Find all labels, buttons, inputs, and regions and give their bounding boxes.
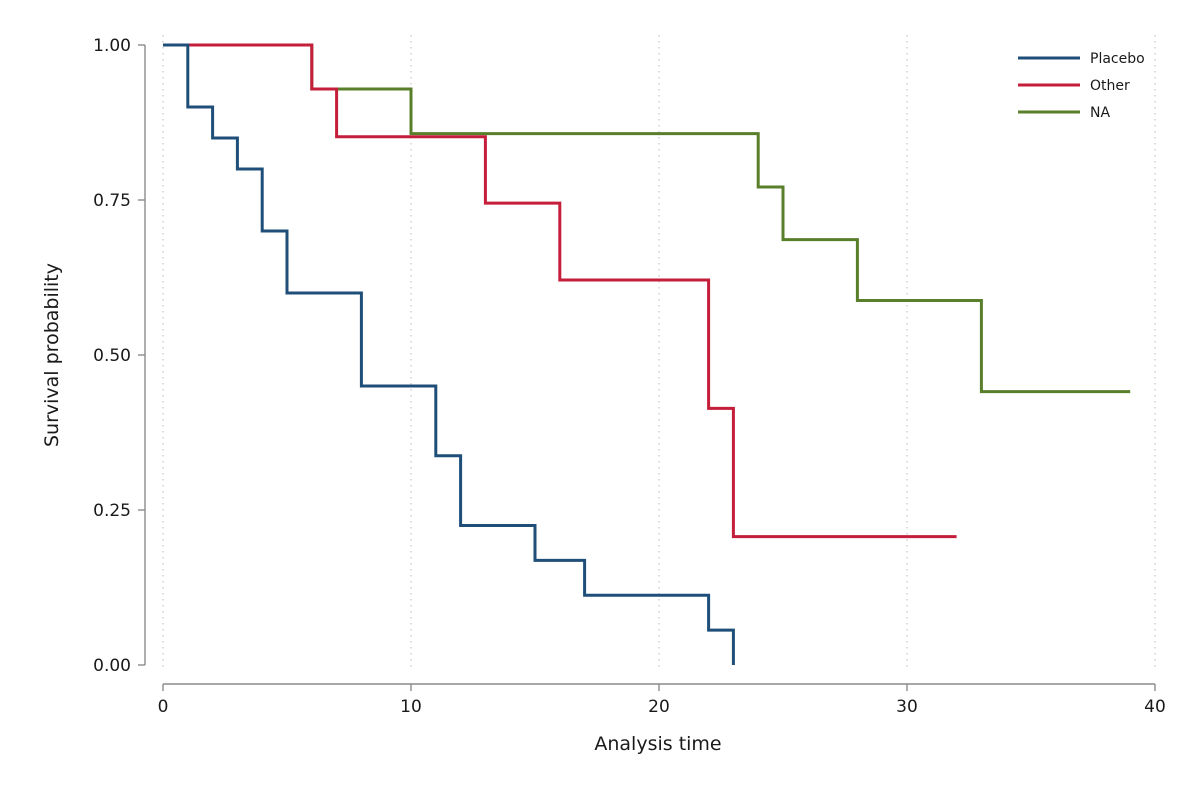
legend: Placebo Other NA: [1018, 51, 1145, 121]
axes-layer: 0 10 20 30 40 0.00 0.25 0.50 0.75 1.00: [93, 36, 1166, 717]
y-tick-label: 0.25: [93, 501, 131, 521]
y-tick-label: 0.50: [93, 346, 131, 366]
series-line-placebo: [163, 43, 735, 665]
series-layer: [163, 43, 1131, 665]
legend-label-placebo: Placebo: [1090, 51, 1145, 67]
series-line-na: [163, 43, 1131, 394]
y-axis-title: Survival probability: [41, 263, 63, 447]
y-tick-label: 0.75: [93, 191, 131, 211]
legend-label-na: NA: [1090, 105, 1110, 121]
series-line-other: [163, 43, 957, 539]
x-tick-label: 10: [400, 697, 422, 717]
x-tick-label: 20: [648, 697, 670, 717]
x-tick-label: 0: [158, 697, 169, 717]
x-axis-title: Analysis time: [594, 733, 721, 755]
y-tick-label: 1.00: [93, 36, 131, 56]
x-tick-label: 40: [1144, 697, 1166, 717]
grid-layer: [162, 35, 1156, 667]
legend-label-other: Other: [1090, 78, 1130, 94]
x-tick-label: 30: [896, 697, 918, 717]
y-tick-label: 0.00: [93, 656, 131, 676]
